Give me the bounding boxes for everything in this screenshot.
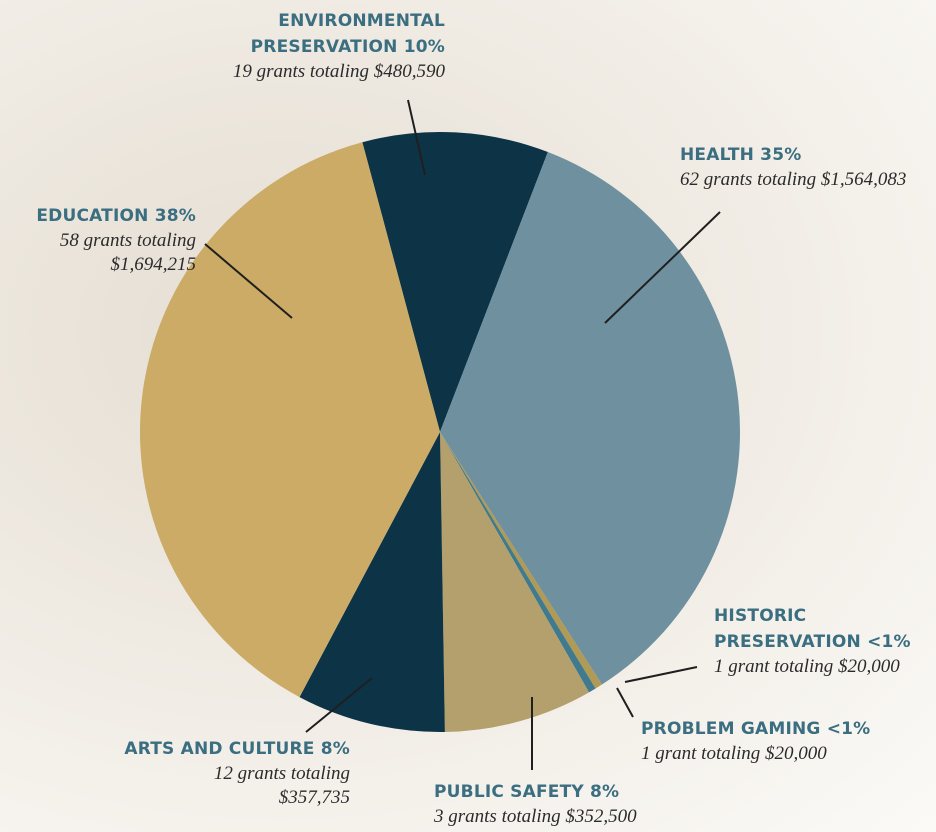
category-name: PUBLIC SAFETY: [434, 782, 584, 802]
percent-label: 38%: [155, 206, 196, 226]
category-name: HEALTH: [680, 145, 754, 165]
grant-details: 58 grants totaling $1,694,215: [36, 229, 196, 277]
category-label: PUBLIC SAFETY 8%: [434, 779, 694, 805]
slice-label: PUBLIC SAFETY 8%3 grants totaling $352,5…: [434, 779, 694, 829]
grant-details: 1 grant totaling $20,000: [714, 655, 936, 679]
grant-details: 1 grant totaling $20,000: [641, 742, 931, 766]
category-name: PROBLEM GAMING: [641, 719, 821, 739]
category-label: EDUCATION 38%: [0, 203, 196, 229]
slice-label: PROBLEM GAMING <1%1 grant totaling $20,0…: [641, 716, 931, 766]
slice-label: EDUCATION 38%58 grants totaling $1,694,2…: [0, 203, 196, 277]
percent-label: <1%: [867, 632, 911, 652]
category-name: HISTORIC PRESERVATION: [714, 606, 861, 652]
category-name: EDUCATION: [36, 206, 148, 226]
grant-details: 3 grants totaling $352,500: [434, 805, 694, 829]
infographic: ENVIRONMENTAL PRESERVATION 10%19 grants …: [0, 0, 936, 832]
slice-label: HEALTH 35%62 grants totaling $1,564,083: [680, 142, 936, 192]
slice-label: HISTORIC PRESERVATION <1%1 grant totalin…: [714, 603, 936, 679]
percent-label: 10%: [404, 37, 445, 57]
grant-details: 62 grants totaling $1,564,083: [680, 168, 936, 192]
category-label: ARTS AND CULTURE 8%: [60, 736, 350, 762]
leader-line: [625, 667, 697, 682]
pie-chart: [0, 0, 936, 832]
percent-label: <1%: [827, 719, 871, 739]
percent-label: 8%: [321, 739, 350, 759]
percent-label: 8%: [590, 782, 619, 802]
category-label: ENVIRONMENTAL PRESERVATION 10%: [205, 8, 445, 60]
category-name: ARTS AND CULTURE: [124, 739, 314, 759]
slice-label: ENVIRONMENTAL PRESERVATION 10%19 grants …: [205, 8, 445, 84]
grant-details: 12 grants totaling $357,735: [190, 762, 350, 810]
category-label: PROBLEM GAMING <1%: [641, 716, 931, 742]
category-label: HISTORIC PRESERVATION <1%: [714, 603, 936, 655]
slice-label: ARTS AND CULTURE 8%12 grants totaling $3…: [60, 736, 350, 810]
category-label: HEALTH 35%: [680, 142, 936, 168]
leader-line: [617, 688, 633, 717]
percent-label: 35%: [760, 145, 801, 165]
grant-details: 19 grants totaling $480,590: [205, 60, 445, 84]
